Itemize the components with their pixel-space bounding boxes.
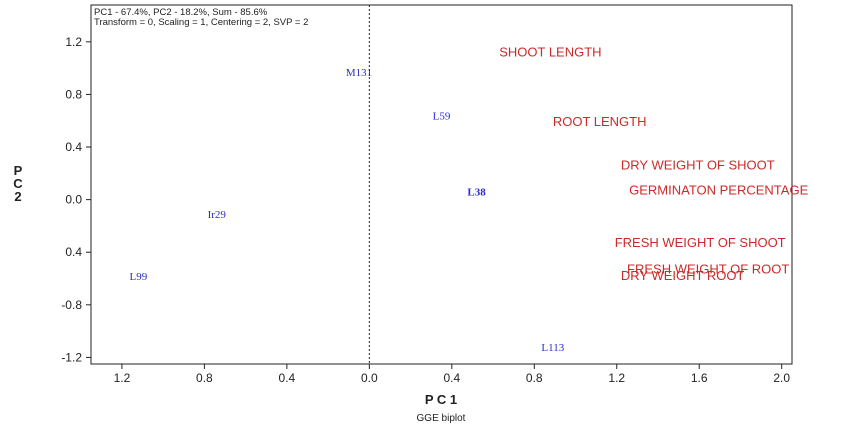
x-axis-ticks: 1.2 0.8 0.4 0.0 0.4 0.8 1.2 1.6 2.0 (114, 364, 790, 385)
genotype-labels: M131 L59 L38 Ir29 L99 L113 (130, 67, 565, 354)
x-tick-label: 0.0 (361, 371, 378, 385)
genotype-label: Ir29 (208, 209, 227, 221)
x-tick-label: 0.4 (443, 371, 460, 385)
genotype-label: L113 (541, 342, 564, 354)
trait-label: GERMINATON PERCENTAGE (629, 182, 808, 197)
trait-label: FRESH WEIGHT OF SHOOT (615, 235, 786, 250)
x-tick-label: 1.6 (691, 371, 708, 385)
chart-title: PC1 - 67.4%, PC2 - 18.2%, Sum - 85.6% (94, 7, 268, 18)
y-tick-label: 1.2 (65, 35, 82, 49)
trait-label: ROOT LENGTH (553, 114, 647, 129)
x-tick-label: 0.8 (196, 371, 213, 385)
trait-label: SHOOT LENGTH (499, 44, 601, 59)
trait-label: DRY WEIGHT OF SHOOT (621, 157, 775, 172)
x-tick-label: 2.0 (773, 371, 790, 385)
x-axis-label: P C 1 (425, 392, 457, 407)
plot-frame (90, 4, 793, 365)
x-tick-label: 1.2 (608, 371, 625, 385)
y-tick-label: 0.8 (65, 87, 82, 101)
chart-subtitle: Transform = 0, Scaling = 1, Centering = … (94, 17, 308, 28)
y-tick-label: 0.4 (65, 245, 82, 259)
genotype-label: L99 (130, 271, 148, 283)
x-tick-label: 1.2 (114, 371, 131, 385)
chart-footer: GGE biplot (417, 413, 466, 424)
genotype-label: L38 (467, 187, 486, 199)
genotype-label: L59 (433, 110, 451, 122)
trait-labels: SHOOT LENGTH ROOT LENGTH DRY WEIGHT OF SHO… (499, 44, 808, 283)
x-tick-label: 0.8 (526, 371, 543, 385)
x-tick-label: 0.4 (279, 371, 296, 385)
y-axis-ticks: 1.2 0.8 0.4 0.0 0.4 -0.8 -1.2 (61, 35, 91, 364)
y-tick-label: -0.8 (61, 298, 82, 312)
trait-label: DRY WEIGHT ROOT (621, 268, 745, 283)
trait-label: FRESH WEIGHT OF ROOT (627, 261, 789, 276)
y-tick-label: -1.2 (61, 350, 82, 364)
y-tick-label: 0.0 (65, 193, 82, 207)
genotype-label: M131 (346, 67, 372, 79)
y-tick-label: 0.4 (65, 140, 82, 154)
